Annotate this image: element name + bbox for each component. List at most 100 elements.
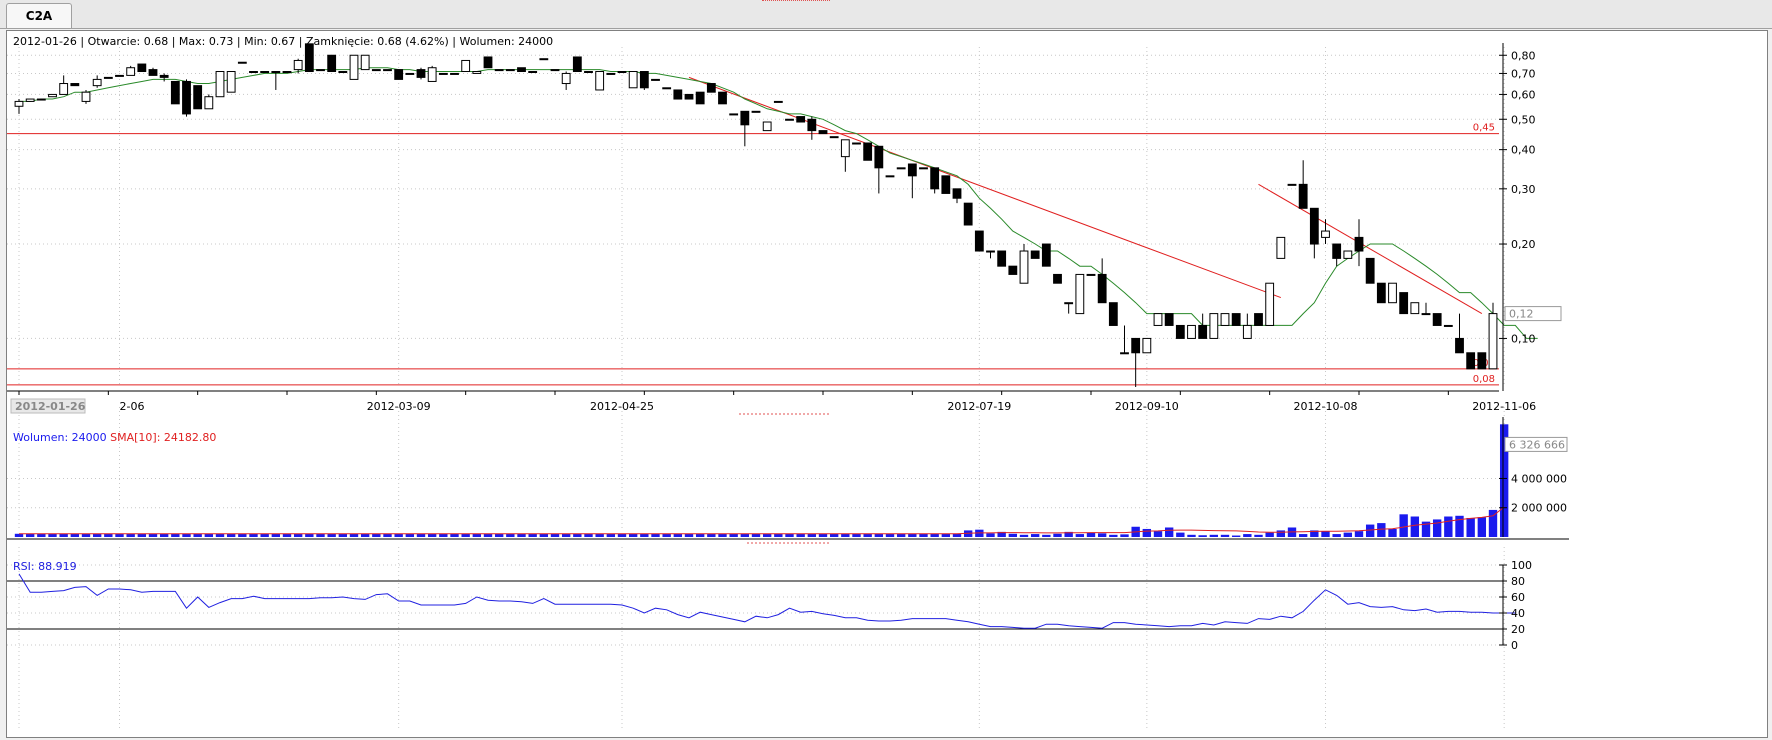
candle[interactable] (863, 142, 873, 161)
volume-bars[interactable] (14, 424, 1509, 537)
volume-bar[interactable] (1410, 516, 1420, 537)
volume-bar[interactable] (494, 533, 504, 537)
volume-bar[interactable] (662, 533, 671, 537)
volume-bar[interactable] (896, 533, 906, 537)
candle[interactable] (1242, 313, 1252, 339)
candle[interactable] (941, 175, 951, 194)
candle[interactable] (103, 76, 113, 79)
candle[interactable] (70, 83, 80, 87)
candle[interactable] (25, 98, 35, 102)
candle[interactable] (1187, 324, 1196, 339)
candle[interactable] (617, 71, 627, 74)
candle[interactable] (360, 54, 370, 71)
candle[interactable] (963, 202, 973, 226)
volume-bar[interactable] (930, 533, 939, 537)
candle[interactable] (907, 163, 917, 199)
volume-bar[interactable] (941, 533, 951, 537)
volume-bar[interactable] (1466, 517, 1475, 537)
volume-bar[interactable] (1220, 534, 1230, 537)
volume-bar[interactable] (1209, 534, 1219, 537)
volume-bar[interactable] (81, 533, 91, 537)
candle[interactable] (1276, 236, 1286, 259)
volume-bar[interactable] (104, 533, 113, 537)
volume-bar[interactable] (1488, 509, 1498, 537)
candle[interactable] (595, 71, 605, 91)
volume-bar[interactable] (394, 533, 403, 537)
volume-bar[interactable] (997, 531, 1006, 537)
candle[interactable] (461, 59, 471, 73)
candle[interactable] (1477, 352, 1487, 370)
candle[interactable] (751, 110, 761, 113)
volume-bar[interactable] (762, 533, 772, 537)
candle[interactable] (371, 69, 381, 72)
volume-bar[interactable] (204, 533, 214, 537)
candle[interactable] (416, 67, 426, 80)
volume-bar[interactable] (729, 533, 738, 537)
candle[interactable] (1488, 302, 1498, 370)
tab-c2a[interactable]: C2A (6, 3, 72, 28)
volume-bar[interactable] (461, 533, 470, 537)
volume-bar[interactable] (919, 533, 928, 537)
volume-bar[interactable] (517, 533, 526, 537)
candle[interactable] (193, 85, 203, 110)
candle[interactable] (1164, 313, 1174, 326)
volume-bar[interactable] (1354, 531, 1364, 537)
volume-bar[interactable] (1008, 533, 1018, 537)
volume-bar[interactable] (338, 533, 348, 537)
volume-bar[interactable] (483, 533, 493, 537)
volume-bar[interactable] (1254, 534, 1263, 537)
candle[interactable] (438, 72, 448, 75)
candle[interactable] (204, 94, 214, 110)
volume-bar[interactable] (528, 533, 537, 537)
candle[interactable] (829, 136, 839, 139)
candle[interactable] (14, 99, 24, 114)
candle[interactable] (1466, 352, 1476, 370)
volume-bar[interactable] (1142, 528, 1152, 537)
candle[interactable] (237, 61, 247, 64)
volume-bar[interactable] (1019, 534, 1029, 537)
volume-bar[interactable] (1365, 524, 1375, 537)
candle[interactable] (304, 43, 314, 73)
candle[interactable] (170, 80, 180, 105)
candle[interactable] (505, 69, 515, 72)
volume-bar[interactable] (718, 533, 727, 537)
candle[interactable] (606, 72, 616, 75)
candle[interactable] (1142, 337, 1152, 354)
volume-bar[interactable] (14, 533, 24, 537)
candle[interactable] (550, 69, 560, 72)
candle[interactable] (1097, 258, 1107, 304)
candle[interactable] (896, 167, 906, 170)
volume-bar[interactable] (1265, 532, 1274, 537)
candle[interactable] (1410, 302, 1420, 315)
volume-bar[interactable] (182, 533, 191, 537)
volume-bar[interactable] (59, 533, 68, 537)
candle[interactable] (796, 116, 806, 123)
volume-bar[interactable] (1455, 515, 1464, 537)
candle[interactable] (974, 230, 984, 252)
volume-bar[interactable] (349, 533, 359, 537)
candle[interactable] (930, 167, 940, 194)
volume-bar[interactable] (171, 533, 180, 537)
candle[interactable] (1309, 207, 1319, 259)
volume-bar[interactable] (115, 533, 124, 537)
volume-bar[interactable] (707, 533, 716, 537)
candle[interactable] (483, 56, 493, 69)
volume-bar[interactable] (829, 533, 839, 537)
candle[interactable] (1131, 337, 1141, 387)
volume-bar[interactable] (885, 533, 895, 537)
volume-bar[interactable] (1444, 516, 1453, 537)
candle[interactable] (126, 65, 136, 76)
candle[interactable] (695, 91, 705, 105)
candle[interactable] (718, 91, 727, 105)
candle[interactable] (818, 130, 828, 135)
candle[interactable] (528, 71, 538, 74)
volume-bar[interactable] (316, 533, 325, 537)
volume-bar[interactable] (1064, 531, 1073, 537)
volume-bar[interactable] (628, 533, 638, 537)
volume-bar[interactable] (159, 533, 169, 537)
candle[interactable] (405, 72, 415, 75)
candle[interactable] (684, 93, 694, 100)
volume-bar[interactable] (327, 533, 336, 537)
volume-bar[interactable] (260, 533, 269, 537)
candle[interactable] (517, 67, 526, 73)
